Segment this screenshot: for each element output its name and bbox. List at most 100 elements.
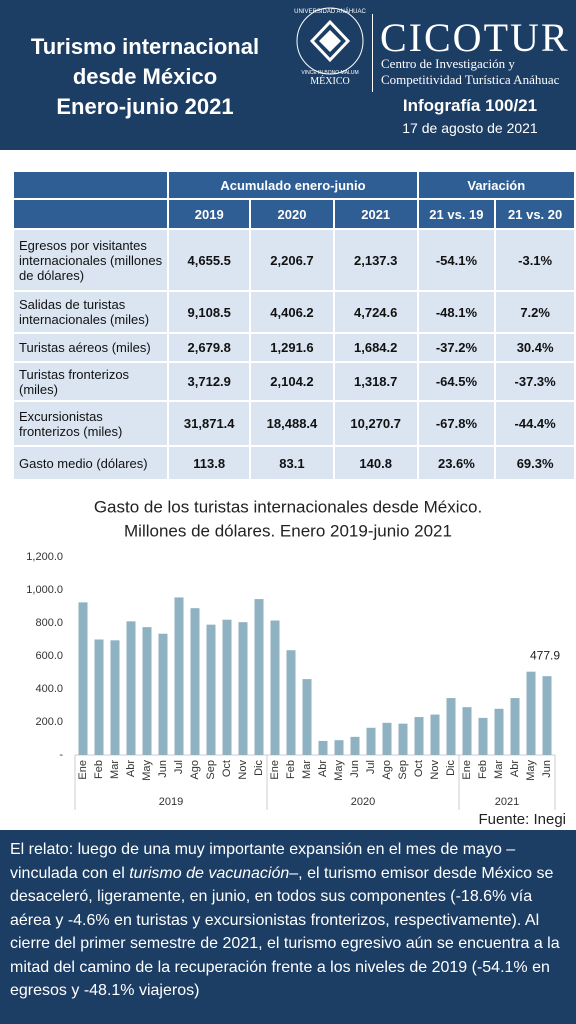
table-cell: 4,655.5 [169, 230, 250, 290]
table-cell [14, 172, 168, 198]
x-tick-label: Ene [269, 760, 281, 780]
x-tick-label: Mar [493, 760, 505, 779]
bar [126, 621, 136, 755]
table-cell: 3,712.9 [169, 363, 250, 400]
x-tick-label: Sep [205, 760, 217, 780]
x-tick-label: Oct [413, 760, 425, 777]
x-tick-label: Jul [173, 760, 185, 774]
bar [430, 714, 440, 755]
chart: Gasto de los turistas internacionales de… [26, 497, 566, 828]
bar [366, 727, 376, 755]
date: 17 de agosto de 2021 [402, 120, 538, 136]
header: Turismo internacional desde México Enero… [0, 0, 576, 150]
table-cell: 1,318.7 [334, 363, 417, 400]
bar [334, 740, 344, 755]
x-tick-label: Jul [365, 760, 377, 774]
footer: El relato: luego de una muy importante e… [0, 830, 576, 1024]
table-cell: -37.2% [418, 334, 495, 361]
table-cell: -64.5% [418, 363, 495, 400]
table-cell: 113.8 [169, 447, 250, 479]
table-cell: Variación [418, 172, 574, 198]
table-row: Egresos por visitantes internacionales (… [14, 230, 574, 290]
table-cell: 7.2% [496, 292, 574, 332]
x-tick-label: Dic [253, 760, 265, 776]
footer-text: –, el turismo emisor desde México se des… [10, 864, 560, 1000]
bar [110, 640, 120, 755]
value-label: 477.9 [530, 648, 560, 662]
header-title: Turismo internacional [30, 34, 260, 59]
table-cell: 30.4% [496, 334, 574, 361]
bar [206, 624, 216, 755]
bar [494, 708, 504, 755]
table-cell: 10,270.7 [334, 402, 417, 445]
table-cell: 1,684.2 [334, 334, 417, 361]
bar [174, 597, 184, 755]
table-cell: 9,108.5 [169, 292, 250, 332]
table-cell: 31,871.4 [169, 402, 250, 445]
table-cell: 21 vs. 19 [418, 200, 495, 228]
bar [526, 671, 536, 755]
table-row: Acumulado enero-junio Variación [14, 172, 574, 198]
x-tick-label: Ene [77, 760, 89, 780]
table-cell: Gasto medio (dólares) [14, 447, 168, 479]
data-table: Acumulado enero-junio Variación 2019 2020 20… [12, 170, 576, 481]
bar [94, 639, 104, 755]
table-row: Gasto medio (dólares) 113.8 83.1 140.8 23.6%… [14, 447, 574, 479]
x-tick-label: Sep [397, 760, 409, 780]
bar [510, 698, 520, 755]
table-cell: 2,104.2 [251, 363, 333, 400]
table-cell: -54.1% [418, 230, 495, 290]
bar [382, 722, 392, 755]
y-tick-label: 200.0 [35, 716, 63, 728]
table-cell: 2020 [251, 200, 333, 228]
table-cell: 18,488.4 [251, 402, 333, 445]
table-cell: 83.1 [251, 447, 333, 479]
x-tick-label: Jun [541, 760, 553, 778]
table-cell: Salidas de turistas internacionales (mil… [14, 292, 168, 332]
y-tick-label: 600.0 [35, 650, 63, 662]
table-cell: Turistas fronterizos (miles) [14, 363, 168, 400]
issue: Infografía 100/21 [402, 96, 538, 115]
x-tick-label: Abr [509, 760, 521, 777]
table-cell: 1,291.6 [251, 334, 333, 361]
x-tick-label: Jun [157, 760, 169, 778]
logo-ring [296, 7, 364, 75]
bar [270, 620, 280, 755]
x-tick-label: May [141, 760, 153, 781]
table-cell: -37.3% [496, 363, 574, 400]
x-tick-label: Dic [445, 760, 457, 776]
bar [158, 633, 168, 755]
x-tick-label: Abr [125, 760, 137, 777]
x-tick-label: Ene [461, 760, 473, 780]
bar [446, 698, 456, 755]
table-cell: 2,206.7 [251, 230, 333, 290]
x-tick-label: Feb [477, 760, 489, 779]
y-tick-label: 1,200.0 [26, 551, 63, 563]
logo-diamond [319, 30, 341, 52]
x-tick-label: Feb [93, 760, 105, 779]
table-row: Salidas de turistas internacionales (mil… [14, 292, 574, 332]
header-title: desde México [72, 64, 218, 89]
bar [462, 707, 472, 755]
table-cell: 23.6% [418, 447, 495, 479]
footer-text: turismo de vacunación [129, 864, 290, 882]
brand-line: Centro de Investigación y [381, 56, 515, 71]
x-tick-label: May [333, 760, 345, 781]
chart-subtitle: Millones de dólares. Enero 2019-junio 20… [124, 521, 452, 540]
y-tick-label: 800.0 [35, 617, 63, 629]
bar [398, 723, 408, 755]
bar [286, 650, 296, 755]
x-tick-label: Mar [301, 760, 313, 779]
divider [372, 14, 373, 92]
x-tick-label: Ago [189, 760, 201, 780]
bar [78, 602, 88, 755]
source: Fuente: Inegi [478, 811, 566, 828]
x-tick-label: Ago [381, 760, 393, 780]
table-cell [14, 200, 168, 228]
motto: VINCE IN BONO MALUM [301, 70, 358, 76]
group-label: 2019 [159, 796, 183, 808]
table-cell: Egresos por visitantes internacionales (… [14, 230, 168, 290]
table-cell: 4,406.2 [251, 292, 333, 332]
bar [318, 740, 328, 755]
